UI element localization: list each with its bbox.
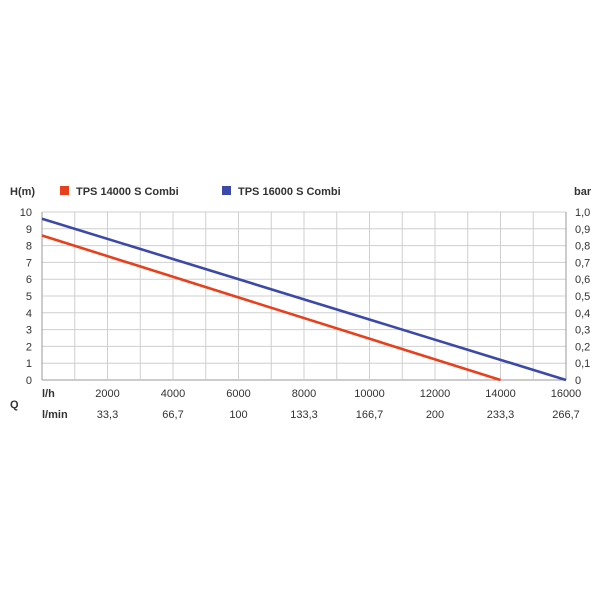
x-tick-label-lmin: 200	[426, 409, 444, 421]
x-axis-lmin-ticks: 33,3 66,7 100 133,3 166,7 200 233,3 266,7	[97, 409, 580, 421]
x-tick-label-lmin: 33,3	[97, 409, 118, 421]
y-right-tick-label: 0,3	[575, 325, 590, 337]
y-right-tick-label: 0	[575, 375, 581, 387]
x-tick-label-lmin: 266,7	[552, 409, 580, 421]
x-tick-label-lmin: 233,3	[487, 409, 515, 421]
y-left-tick-label: 9	[26, 224, 32, 236]
x-tick-label-lh: 14000	[485, 388, 516, 400]
y-left-tick-label: 5	[26, 291, 32, 303]
y-left-tick-label: 0	[26, 375, 32, 387]
x-tick-label-lmin: 66,7	[162, 409, 183, 421]
y-right-tick-label: 0,8	[575, 241, 590, 253]
x-tick-label-lh: 6000	[226, 388, 250, 400]
right-axis-label: bar	[574, 186, 592, 198]
left-axis-label: H(m)	[10, 186, 35, 198]
x-tick-label-lh: 10000	[354, 388, 385, 400]
y-right-tick-label: 0,9	[575, 224, 590, 236]
legend: TPS 14000 S Combi TPS 16000 S Combi	[60, 186, 341, 198]
x-tick-label-lmin: 133,3	[290, 409, 318, 421]
x-tick-label-lh: 8000	[292, 388, 316, 400]
x-tick-label-lmin: 166,7	[356, 409, 384, 421]
y-right-tick-label: 1,0	[575, 207, 590, 219]
y-left-tick-label: 1	[26, 358, 32, 370]
y-right-tick-label: 0,4	[575, 308, 590, 320]
legend-swatch-tps-14000	[60, 186, 69, 195]
x-axis-lh-ticks: 2000 4000 6000 8000 10000 12000 14000 16000	[95, 388, 581, 400]
y-right-tick-label: 0,7	[575, 257, 590, 269]
legend-label-tps-16000: TPS 16000 S Combi	[238, 186, 341, 198]
series-lines	[41, 217, 567, 382]
y-right-tick-label: 0,1	[575, 358, 590, 370]
y-left-tick-label: 6	[26, 274, 32, 286]
legend-swatch-tps-16000	[222, 186, 231, 195]
row2-unit-label: l/min	[42, 409, 68, 421]
y-left-tick-label: 2	[26, 341, 32, 353]
row1-unit-label: l/h	[42, 388, 55, 400]
series-line-tps-16000	[41, 217, 567, 382]
series-line-tps-14000	[41, 234, 501, 382]
y-left-tick-label: 3	[26, 325, 32, 337]
y-right-tick-label: 0,6	[575, 274, 590, 286]
y-left-tick-label: 4	[26, 308, 32, 320]
grid	[41, 211, 567, 381]
x-tick-label-lh: 2000	[95, 388, 119, 400]
y-right-tick-label: 0,5	[575, 291, 590, 303]
y-left-tick-label: 7	[26, 257, 32, 269]
x-tick-label-lmin: 100	[229, 409, 247, 421]
legend-label-tps-14000: TPS 14000 S Combi	[76, 186, 179, 198]
x-tick-label-lh: 4000	[161, 388, 185, 400]
y-right-tick-label: 0,2	[575, 341, 590, 353]
y-left-tick-label: 8	[26, 241, 32, 253]
x-tick-label-lh: 16000	[551, 388, 582, 400]
q-label: Q	[10, 399, 19, 411]
y-axis-right-ticks: 0 0,1 0,2 0,3 0,4 0,5 0,6 0,7 0,8 0,9 1,0	[575, 207, 590, 387]
x-tick-label-lh: 12000	[420, 388, 451, 400]
y-left-tick-label: 10	[20, 207, 32, 219]
y-axis-left-ticks: 0 1 2 3 4 5 6 7 8 9 10	[20, 207, 32, 387]
